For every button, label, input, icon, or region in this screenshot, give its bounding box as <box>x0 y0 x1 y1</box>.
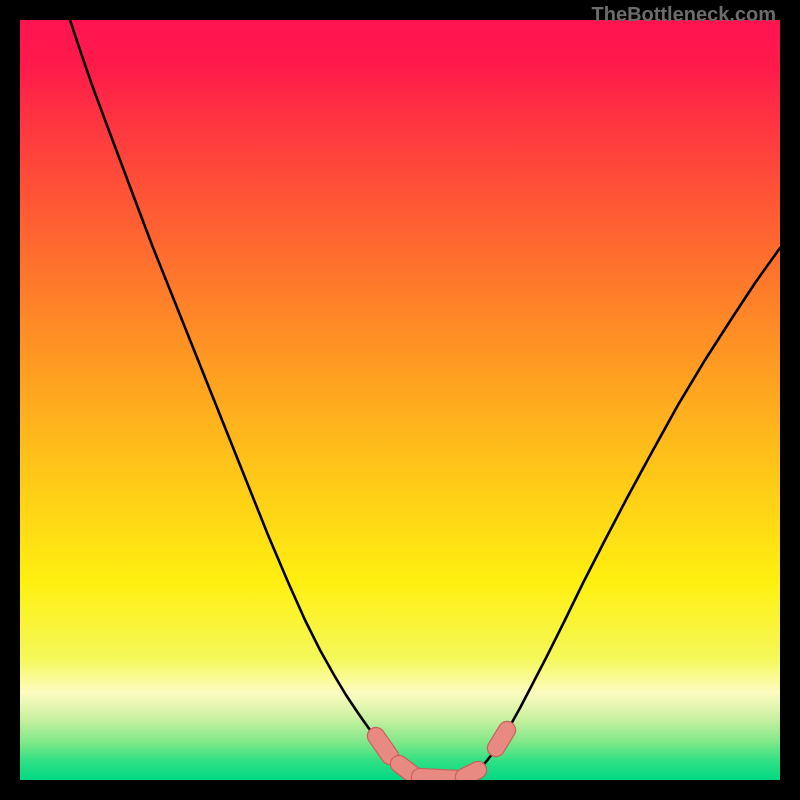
chart-frame: TheBottleneck.com <box>0 0 800 800</box>
chart-background <box>20 20 780 780</box>
watermark-text: TheBottleneck.com <box>592 4 776 27</box>
chart-svg <box>20 20 780 780</box>
plot-area <box>20 20 780 780</box>
